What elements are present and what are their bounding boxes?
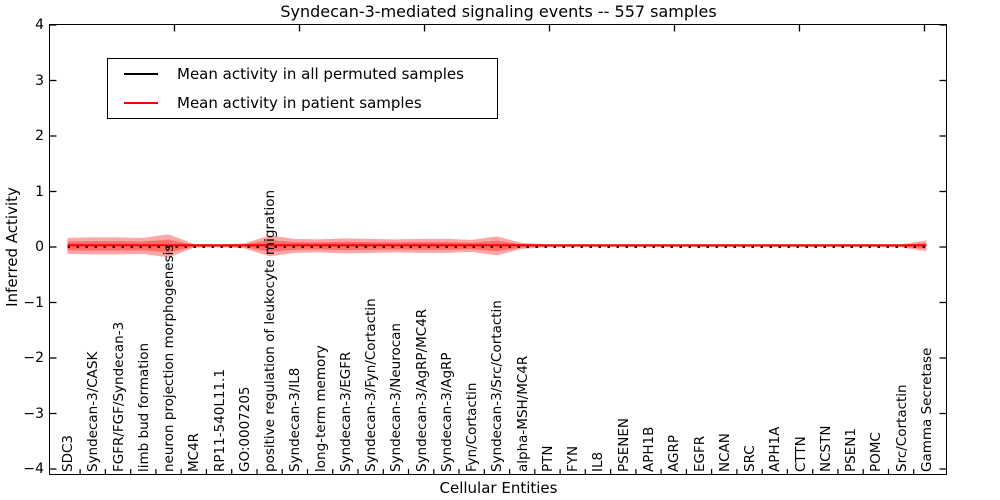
x-tick-label: CTTN bbox=[792, 436, 809, 472]
x-tick-label: EGFR bbox=[691, 435, 708, 472]
x-tick-label: Syndecan-3/CASK bbox=[85, 351, 102, 472]
legend: Mean activity in all permuted samples Me… bbox=[107, 58, 498, 119]
legend-label: Mean activity in all permuted samples bbox=[177, 65, 464, 83]
x-tick-label: Src/Cortactin bbox=[893, 384, 910, 472]
x-tick-label: PSEN1 bbox=[843, 428, 860, 472]
x-tick-label: Syndecan-3/AgRP/MC4R bbox=[413, 308, 430, 472]
x-axis-label: Cellular Entities bbox=[439, 479, 558, 497]
y-tick-label: 2 bbox=[35, 128, 44, 144]
patient-line-sample bbox=[124, 102, 158, 104]
x-tick-label: Syndecan-3/Neurocan bbox=[388, 323, 405, 472]
legend-item-permuted: Mean activity in all permuted samples bbox=[108, 60, 497, 88]
y-tick-label: −3 bbox=[23, 405, 44, 422]
x-tick-label: Syndecan-3/IL8 bbox=[287, 367, 304, 472]
x-tick-label: Syndecan-3/Src/Cortactin bbox=[489, 300, 506, 472]
x-tick-label: IL8 bbox=[590, 451, 607, 472]
plot-area: Mean activity in all permuted samples Me… bbox=[49, 24, 947, 475]
y-tick-label: 3 bbox=[35, 72, 44, 89]
x-tick-label: APH1A bbox=[767, 426, 784, 472]
legend-item-patient: Mean activity in patient samples bbox=[108, 89, 497, 117]
x-tick-label: Syndecan-3/AgRP bbox=[438, 352, 455, 472]
y-tick-label: −1 bbox=[23, 294, 44, 311]
permuted-line-sample bbox=[124, 73, 158, 75]
x-tick-label: neuron projection morphogenesis bbox=[161, 244, 178, 472]
x-tick-label: limb bud formation bbox=[135, 342, 152, 472]
y-tick-label: 1 bbox=[35, 183, 44, 200]
x-tick-label: NCAN bbox=[716, 433, 733, 472]
x-tick-label: alpha-MSH/MC4R bbox=[514, 355, 531, 472]
x-tick-label: RP11-540L11.1 bbox=[211, 369, 228, 472]
x-tick-label: FGFR/FGF/Syndecan-3 bbox=[110, 321, 127, 472]
x-tick-label: positive regulation of leukocyte migrati… bbox=[262, 189, 279, 472]
x-tick-label: Syndecan-3/Fyn/Cortactin bbox=[363, 298, 380, 472]
y-tick-label: 4 bbox=[35, 17, 44, 33]
x-tick-label: NCSTN bbox=[817, 425, 834, 472]
x-tick-label: Gamma Secretase bbox=[918, 347, 935, 472]
x-tick-label: long-term memory bbox=[312, 345, 329, 472]
x-tick-label: FYN bbox=[565, 445, 582, 472]
x-tick-label: PSENEN bbox=[615, 418, 632, 472]
x-tick-label: AGRP bbox=[666, 435, 683, 472]
x-tick-label: Syndecan-3/EGFR bbox=[337, 351, 354, 472]
x-tick-label: PTN bbox=[539, 445, 556, 473]
x-tick-label: SRC bbox=[742, 445, 759, 472]
y-tick-label: 0 bbox=[35, 239, 44, 255]
x-tick-label: SDC3 bbox=[60, 435, 76, 472]
x-tick-label: Fyn/Cortactin bbox=[464, 382, 481, 472]
x-tick-label: POMC bbox=[868, 432, 885, 472]
x-tick-label: GO:0007205 bbox=[236, 386, 253, 472]
x-tick-label: MC4R bbox=[186, 432, 203, 472]
y-tick-label: −4 bbox=[23, 461, 44, 477]
x-tick-label: APH1B bbox=[640, 426, 657, 472]
chart-title: Syndecan-3-mediated signaling events -- … bbox=[280, 2, 717, 21]
legend-label: Mean activity in patient samples bbox=[177, 94, 422, 112]
y-tick-label: −2 bbox=[23, 350, 44, 366]
plot-svg bbox=[50, 25, 946, 474]
